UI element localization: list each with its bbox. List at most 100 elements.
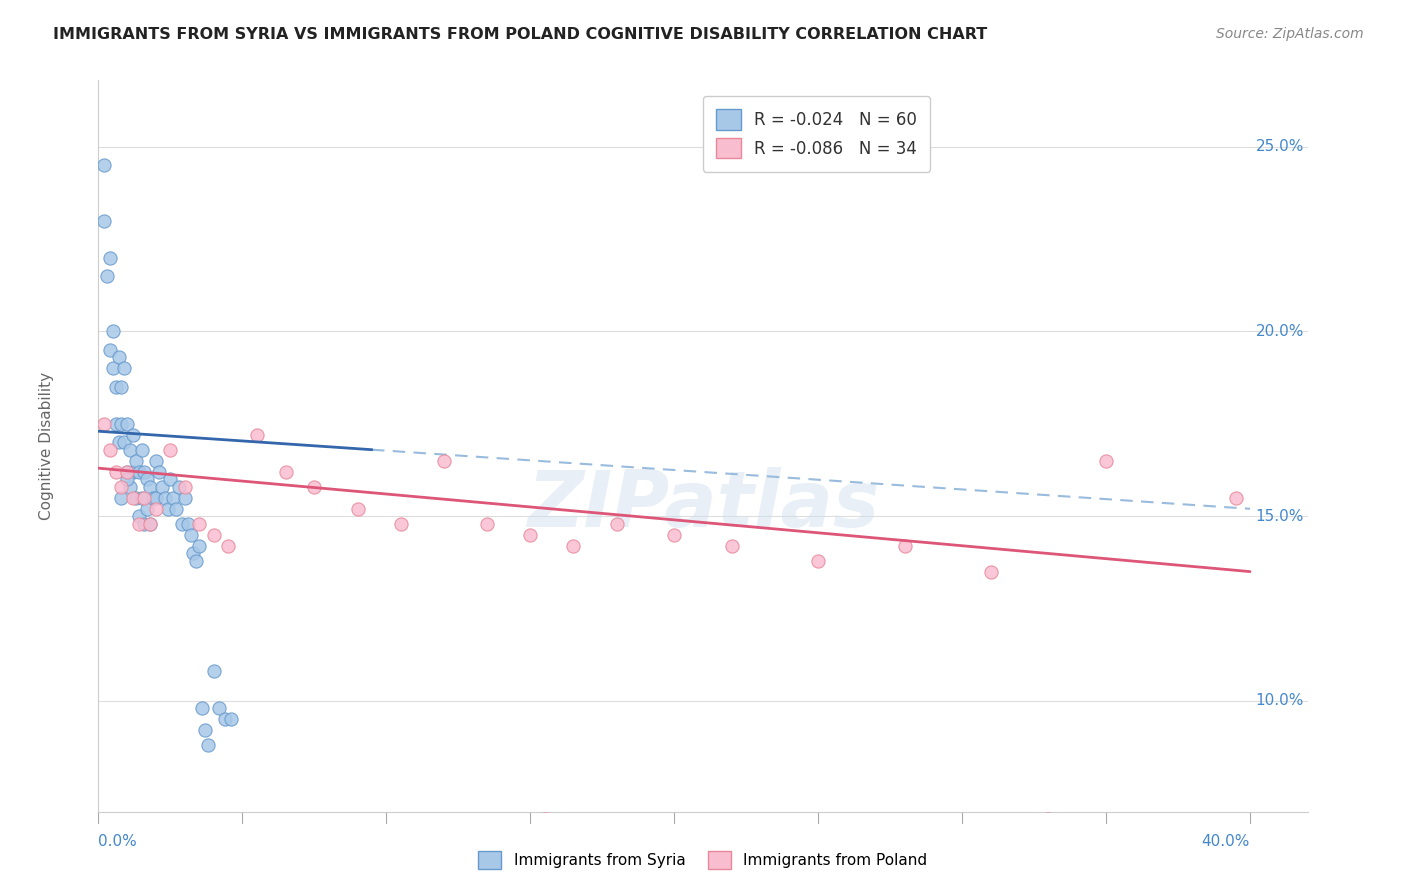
Point (720, 539, 742, 553)
Point (98, 442, 121, 457)
Point (112, 361, 135, 376)
Point (159, 442, 181, 457)
Point (170, 516, 193, 531)
Point (110, 480, 132, 494)
Point (980, 565, 1002, 579)
Point (893, 539, 915, 553)
Point (128, 509, 150, 524)
Point (173, 480, 195, 494)
Point (115, 465, 138, 479)
Text: 15.0%: 15.0% (1256, 508, 1305, 524)
Point (136, 501, 159, 516)
Point (159, 472, 181, 486)
Point (96, 268, 118, 283)
Point (176, 516, 198, 531)
Point (134, 465, 156, 479)
Point (145, 491, 167, 505)
Point (122, 491, 145, 505)
Text: Cognitive Disability: Cognitive Disability (39, 372, 53, 520)
Point (93, 417, 115, 431)
Point (134, 516, 156, 531)
Point (304, 480, 326, 494)
Point (136, 472, 159, 486)
Point (107, 351, 129, 365)
Point (664, 527, 686, 541)
Point (104, 417, 127, 431)
Point (202, 527, 225, 541)
Point (274, 465, 297, 479)
Point (134, 491, 156, 505)
Point (562, 539, 585, 553)
Text: Source: ZipAtlas.com: Source: ZipAtlas.com (1216, 27, 1364, 41)
Point (475, 516, 498, 531)
Point (128, 516, 150, 531)
Point (346, 501, 368, 516)
Point (139, 516, 162, 531)
Point (606, 516, 628, 531)
Point (167, 480, 190, 494)
Point (1095, 454, 1118, 468)
Point (1038, 812, 1060, 826)
Text: 25.0%: 25.0% (1256, 139, 1305, 154)
Point (194, 723, 217, 738)
Text: 20.0%: 20.0% (1256, 324, 1305, 339)
Legend: Immigrants from Syria, Immigrants from Poland: Immigrants from Syria, Immigrants from P… (472, 845, 934, 875)
Point (208, 701, 231, 715)
Point (122, 465, 145, 479)
Point (115, 465, 138, 479)
Point (139, 516, 162, 531)
Point (98, 343, 121, 357)
Point (104, 380, 127, 394)
Text: 0.0%: 0.0% (98, 834, 138, 849)
Legend: R = -0.024   N = 60, R = -0.086   N = 34: R = -0.024 N = 60, R = -0.086 N = 34 (703, 96, 931, 171)
Point (107, 435, 129, 450)
Point (188, 539, 211, 553)
Text: IMMIGRANTS FROM SYRIA VS IMMIGRANTS FROM POLAND COGNITIVE DISABILITY CORRELATION: IMMIGRANTS FROM SYRIA VS IMMIGRANTS FROM… (53, 27, 987, 42)
Point (101, 361, 124, 376)
Point (139, 480, 162, 494)
Point (125, 491, 148, 505)
Point (183, 546, 205, 560)
Point (202, 665, 225, 679)
Point (142, 491, 165, 505)
Point (101, 325, 124, 339)
Point (214, 712, 236, 726)
Point (125, 454, 148, 468)
Point (807, 553, 830, 567)
Point (173, 491, 195, 505)
Point (131, 442, 153, 457)
Point (191, 701, 214, 715)
Point (110, 491, 132, 505)
Point (156, 501, 179, 516)
Point (246, 428, 269, 442)
Point (115, 472, 138, 486)
Point (104, 465, 127, 479)
Point (148, 465, 170, 479)
Point (98, 251, 121, 265)
Point (389, 516, 412, 531)
Point (112, 435, 135, 450)
Point (519, 527, 541, 541)
Point (115, 417, 138, 431)
Point (145, 501, 167, 516)
Point (217, 539, 239, 553)
Point (120, 442, 142, 457)
Point (1225, 491, 1247, 505)
Point (186, 553, 208, 567)
Point (122, 428, 145, 442)
Point (93, 158, 115, 172)
Point (131, 491, 153, 505)
Point (219, 712, 242, 726)
Point (150, 480, 173, 494)
Point (110, 380, 132, 394)
Point (120, 480, 142, 494)
Point (162, 491, 184, 505)
Point (93, 213, 115, 227)
Point (165, 501, 187, 516)
Text: ZIPatlas: ZIPatlas (527, 467, 879, 542)
Point (197, 738, 219, 752)
Point (145, 454, 167, 468)
Point (128, 465, 150, 479)
Text: 40.0%: 40.0% (1202, 834, 1250, 849)
Text: 10.0%: 10.0% (1256, 693, 1305, 708)
